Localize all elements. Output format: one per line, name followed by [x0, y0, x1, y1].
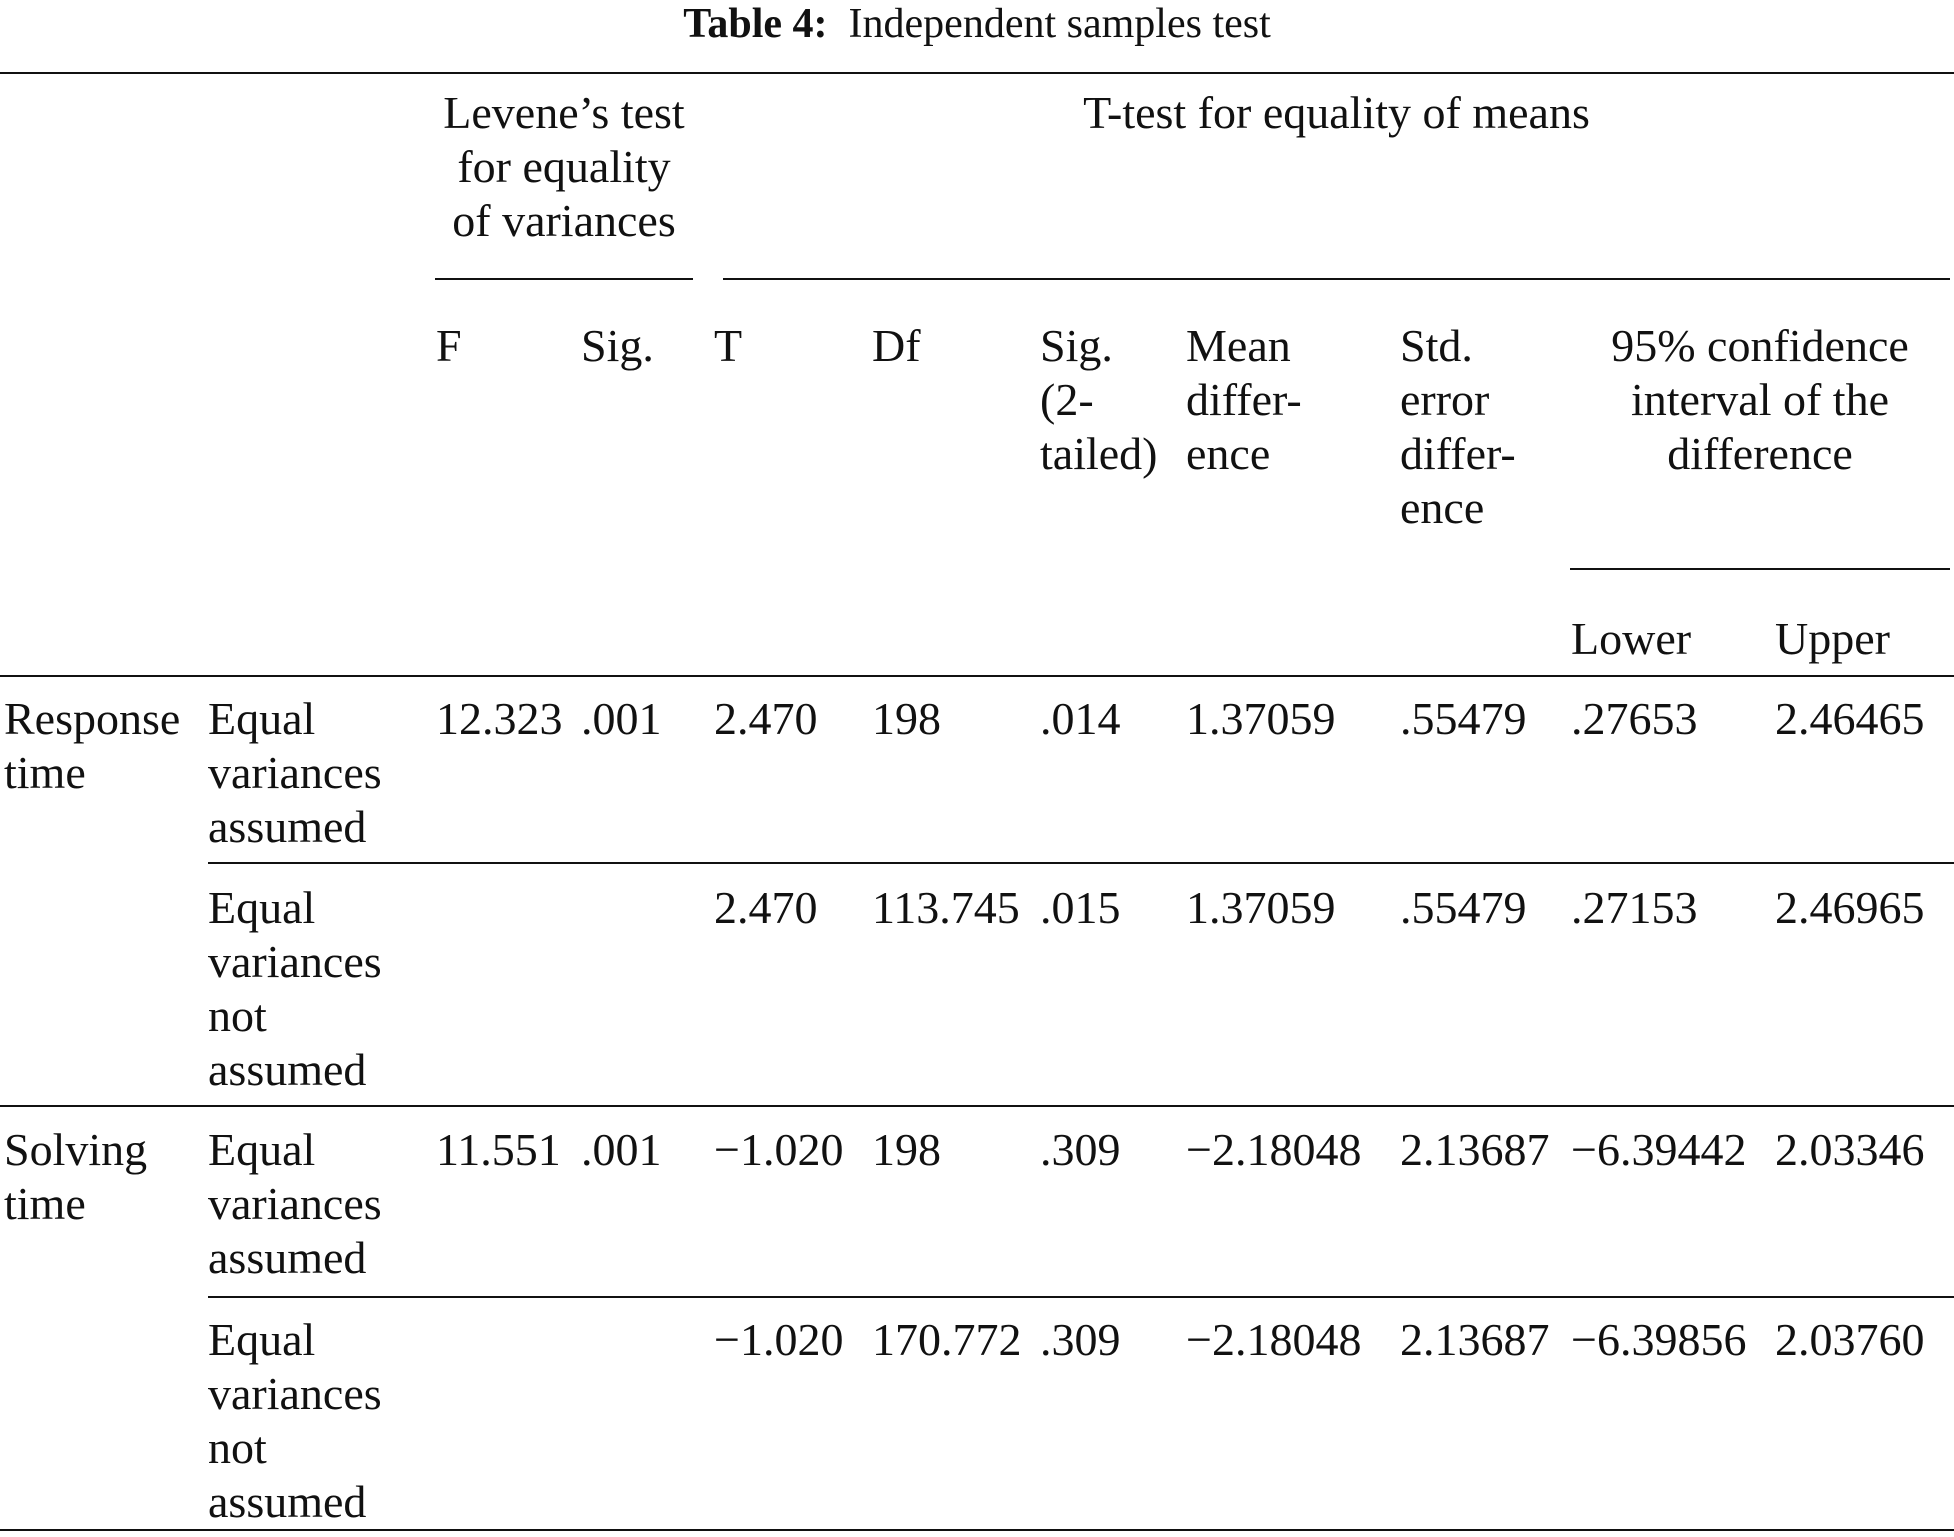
table-cell: .001 — [581, 1124, 662, 1175]
table-cell: 2.470 — [714, 693, 818, 744]
levene-group-header: Levene’s test for equality of variances — [443, 87, 685, 246]
column-header: Upper — [1775, 613, 1890, 664]
table-cell: 198 — [872, 1124, 941, 1175]
table-cell: 2.03760 — [1775, 1314, 1925, 1365]
column-header: Mean differ- ence — [1186, 320, 1302, 479]
row-label: Equal variances not assumed — [208, 1314, 382, 1527]
table-cell: −2.18048 — [1186, 1314, 1362, 1365]
table-cell: .27653 — [1571, 693, 1698, 744]
row-divider — [208, 1296, 1954, 1298]
table-cell: 2.13687 — [1400, 1314, 1550, 1365]
table-cell: −6.39442 — [1571, 1124, 1747, 1175]
table-cell: .55479 — [1400, 882, 1527, 933]
top-rule — [0, 72, 1954, 74]
column-header: Df — [872, 320, 921, 371]
column-header: T — [714, 320, 743, 371]
row-label: Equal variances assumed — [208, 693, 382, 852]
ci-group-header: 95% confidence interval of the differenc… — [1611, 320, 1909, 479]
table-cell: 2.13687 — [1400, 1124, 1550, 1175]
row-label: Equal variances not assumed — [208, 882, 382, 1095]
table-cell: −6.39856 — [1571, 1314, 1747, 1365]
table-cell: .014 — [1040, 693, 1121, 744]
column-header: Sig. — [581, 320, 654, 371]
column-header: Sig. (2- tailed) — [1040, 320, 1158, 479]
column-header: Lower — [1571, 613, 1692, 664]
table-cell: 2.03346 — [1775, 1124, 1925, 1175]
table-cell: −1.020 — [714, 1314, 844, 1365]
table-cell: .309 — [1040, 1314, 1121, 1365]
ttest-underline — [723, 278, 1950, 280]
table-cell: .001 — [581, 693, 662, 744]
table-cell: 2.46465 — [1775, 693, 1925, 744]
table-cell: .55479 — [1400, 693, 1527, 744]
levene-underline — [435, 278, 693, 280]
table-cell: 2.46965 — [1775, 882, 1925, 933]
group-label: Solving time — [4, 1124, 148, 1229]
caption-label: Table 4: — [683, 1, 828, 47]
table-cell: 2.470 — [714, 882, 818, 933]
table-cell: 11.551 — [436, 1124, 561, 1175]
table-cell: .27153 — [1571, 882, 1698, 933]
ci-underline — [1570, 568, 1950, 570]
table-cell: 170.772 — [872, 1314, 1022, 1365]
row-divider — [208, 862, 1954, 864]
caption-text: Independent samples test — [848, 1, 1271, 47]
row-label: Equal variances assumed — [208, 1124, 382, 1283]
bottom-rule — [0, 1529, 1954, 1531]
column-header: F — [436, 320, 462, 371]
table-caption: Table 4: Independent samples test — [0, 0, 1954, 48]
column-header: Std. error differ- ence — [1400, 320, 1516, 533]
ttest-group-header: T-test for equality of means — [1083, 87, 1590, 138]
table-cell: .015 — [1040, 882, 1121, 933]
table-cell: 1.37059 — [1186, 882, 1336, 933]
table-cell: −2.18048 — [1186, 1124, 1362, 1175]
table-cell: 12.323 — [436, 693, 563, 744]
table-cell: .309 — [1040, 1124, 1121, 1175]
table-cell: −1.020 — [714, 1124, 844, 1175]
table-cell: 1.37059 — [1186, 693, 1336, 744]
header-bottom-rule — [0, 675, 1954, 677]
table-cell: 113.745 — [872, 882, 1020, 933]
group-divider — [0, 1105, 1954, 1107]
group-label: Response time — [4, 693, 181, 798]
table-cell: 198 — [872, 693, 941, 744]
